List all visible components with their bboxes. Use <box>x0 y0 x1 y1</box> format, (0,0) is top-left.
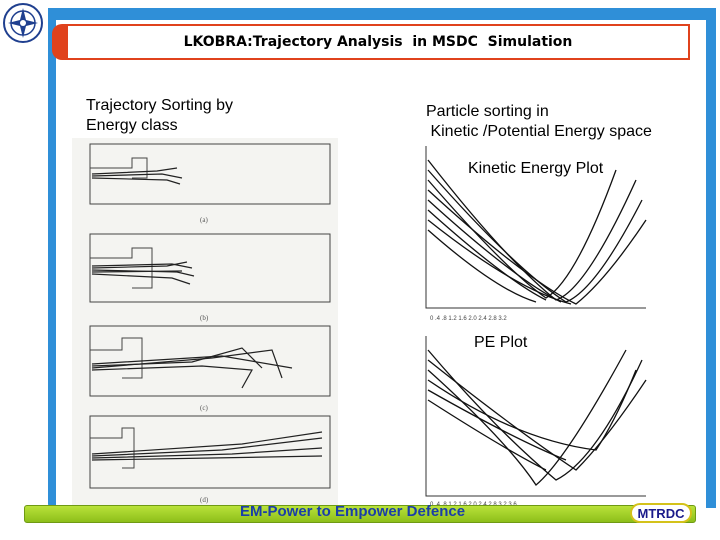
ke-xaxis-ticks: 0 .4 .8 1.2 1.6 2.0 2.4 2.8 3.2 <box>430 316 507 322</box>
subfig-a-label: (a) <box>200 216 208 224</box>
subfig-d-label: (d) <box>200 496 209 504</box>
subfig-b-label: (b) <box>200 314 209 322</box>
ke-plot-label: Kinetic Energy Plot <box>466 160 606 178</box>
pe-plot-label: PE Plot <box>472 334 530 352</box>
left-heading-line2: Energy class <box>86 117 178 134</box>
left-heading-line1: Trajectory Sorting by <box>86 97 234 114</box>
right-panel-heading: Particle sorting in Kinetic /Potential E… <box>426 102 652 142</box>
footer-tagline: EM-Power to Empower Defence <box>240 503 466 520</box>
title-tab <box>52 24 68 60</box>
top-frame-bar <box>48 8 716 20</box>
title-box: LKOBRA:Trajectory Analysis in MSDC Simul… <box>66 24 690 60</box>
slide-title: LKOBRA:Trajectory Analysis in MSDC Simul… <box>183 34 573 50</box>
left-panel-heading: Trajectory Sorting by Energy class <box>86 96 233 136</box>
left-frame-bar <box>48 8 56 508</box>
right-frame-bar <box>706 8 716 508</box>
right-heading-line1: Particle sorting in <box>426 103 549 120</box>
drdo-emblem-icon <box>3 3 43 43</box>
mirdc-badge: MTRDC <box>630 503 692 523</box>
right-heading-line2: Kinetic /Potential Energy space <box>426 123 652 140</box>
footer-bar <box>24 505 696 523</box>
energy-space-figure: 0 .4 .8 1.2 1.6 2.0 2.4 2.8 3.2 0 .4 .8 … <box>396 140 654 510</box>
trajectory-sorting-figure: (a) (b) (c) (d) <box>72 138 338 508</box>
subfig-c-label: (c) <box>200 404 208 412</box>
